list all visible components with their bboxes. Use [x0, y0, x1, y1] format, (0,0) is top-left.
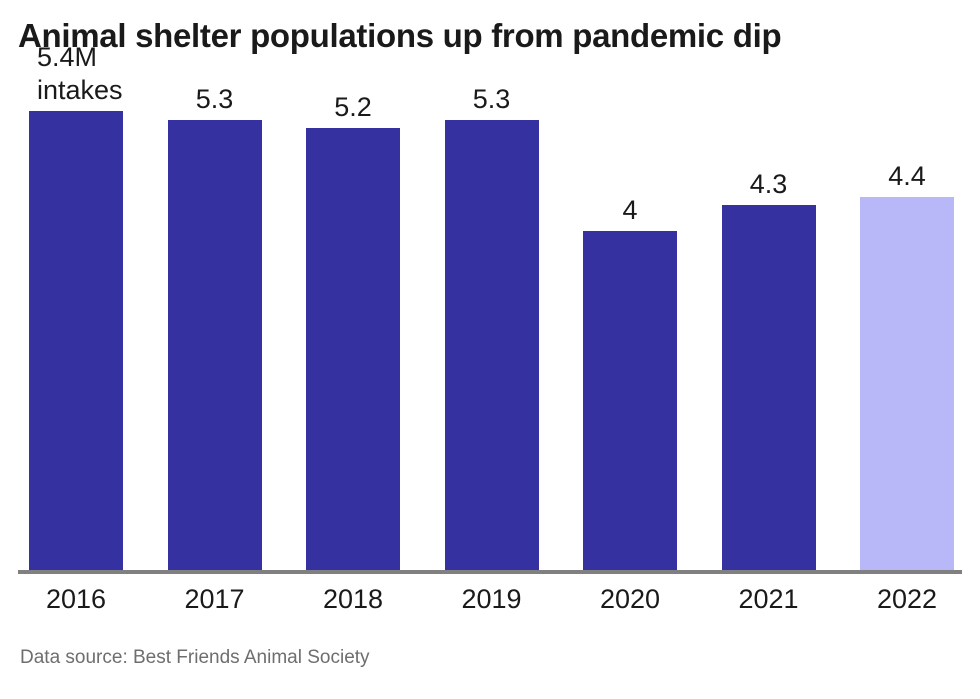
bar-value-label-2020: 4	[622, 194, 638, 225]
bar-group-2016: 5.4M intakes	[29, 0, 123, 575]
x-tick-2020: 2020	[599, 584, 661, 614]
bar-group-2019: 5.3	[444, 0, 539, 575]
bar-2016[interactable]	[29, 111, 123, 572]
x-tick-2022: 2022	[876, 584, 938, 614]
x-tick-2017: 2017	[184, 584, 245, 614]
bar-2021[interactable]	[721, 205, 816, 572]
bar-group-2018: 5.2	[306, 0, 400, 575]
bar-group-2017: 5.3	[167, 0, 262, 575]
bar-2017[interactable]	[167, 119, 262, 572]
page-title: Animal shelter populations up from pande…	[18, 17, 782, 54]
bar-value-label-2018: 5.2	[334, 92, 372, 123]
bar-value-label-2022: 4.4	[888, 160, 926, 191]
bar-value-label-2016: 5.4M intakes	[37, 42, 123, 106]
bar-group-2020: 4	[583, 0, 677, 575]
bar-2019[interactable]	[444, 119, 539, 572]
bar-value-label-2019: 5.3	[472, 83, 511, 114]
bar-group-2021: 4.3	[721, 0, 816, 575]
x-axis-line	[18, 570, 962, 574]
x-tick-2021: 2021	[738, 584, 799, 614]
x-tick-2018: 2018	[322, 584, 384, 614]
plot-area: 5.4M intakes 5.3 5.2 5.3 4 4.3 4.4	[29, 0, 954, 575]
bar-2018[interactable]	[306, 128, 400, 572]
x-tick-2019: 2019	[461, 584, 522, 614]
bar-value-label-2021: 4.3	[749, 169, 788, 200]
bar-2020[interactable]	[583, 230, 677, 572]
bars-layer: 5.4M intakes 5.3 5.2 5.3 4 4.3 4.4	[29, 0, 954, 575]
bar-2022[interactable]	[860, 196, 954, 572]
source-note: Data source: Best Friends Animal Society	[20, 647, 370, 668]
x-tick-2016: 2016	[45, 584, 107, 614]
x-axis-tick-labels: 2016 2017 2018 2019 2020 2021 2022	[0, 580, 980, 624]
bar-group-2022: 4.4	[860, 0, 954, 575]
bar-value-label-2017: 5.3	[195, 83, 234, 114]
